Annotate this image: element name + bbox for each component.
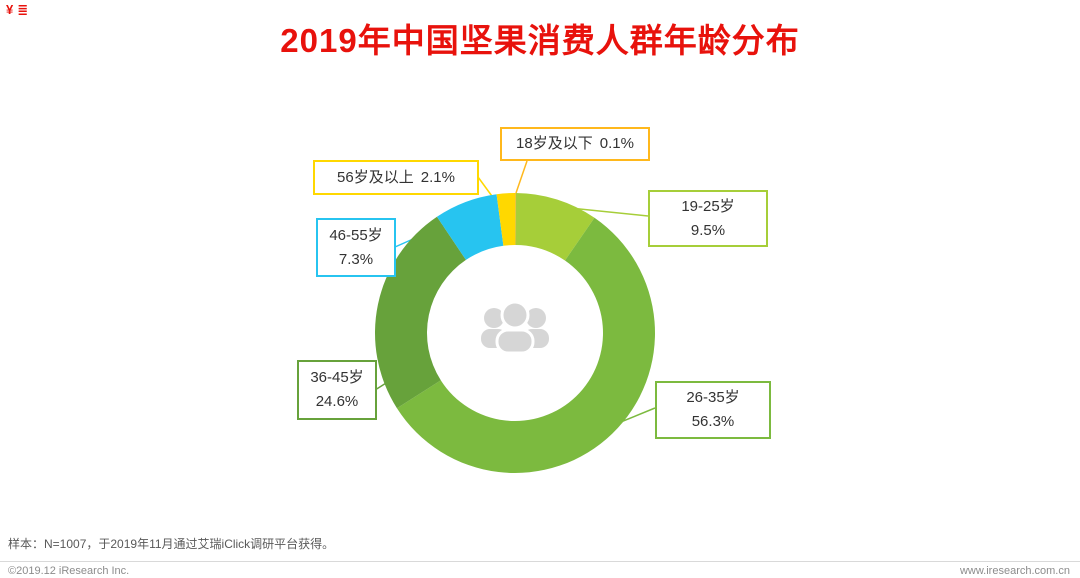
callout-19-25: 19-25岁 9.5% — [648, 190, 768, 247]
footer-divider — [0, 561, 1080, 562]
website-url: www.iresearch.com.cn — [959, 565, 1070, 577]
donut-segment-36-45岁 — [375, 216, 466, 409]
segment-label: 18岁及以下 — [516, 135, 593, 152]
callout-36-45: 36-45岁 24.6% — [297, 360, 377, 420]
segment-value: 0.1% — [599, 135, 634, 152]
segment-value: 9.5% — [690, 221, 726, 239]
donut-segment-18岁及以下 — [515, 193, 516, 246]
donut-segment-26-35岁 — [396, 217, 655, 474]
segment-value: 7.3% — [338, 250, 374, 268]
donut-segment-56岁及以上 — [496, 193, 515, 246]
segment-value: 2.1% — [420, 168, 455, 186]
segment-label: 56岁及以上 — [337, 168, 414, 186]
donut-segment-46-55岁 — [436, 194, 504, 260]
segment-label: 26-35岁 — [686, 389, 740, 406]
callout-under18: 18岁及以下 0.1% — [500, 127, 650, 161]
segment-label: 46-55岁 — [329, 226, 383, 244]
callout-line-19-25 — [569, 207, 649, 217]
callout-line-under18 — [515, 160, 528, 194]
segment-value: 56.3% — [691, 413, 735, 430]
donut-slices — [375, 193, 655, 474]
segment-label: 36-45岁 — [310, 369, 364, 386]
callout-26-35: 26-35岁 56.3% — [655, 381, 771, 439]
corner-decoration: ¥≣ — [6, 2, 32, 18]
sample-note: 样本：N=1007，于2019年11月通过艾瑞iClick调研平台获得。 — [8, 537, 335, 551]
callout-46-55: 46-55岁 7.3% — [316, 218, 396, 277]
page-title: 2019年中国坚果消费人群年龄分布 — [280, 22, 800, 59]
donut-chart — [374, 160, 656, 474]
yen-icon: ¥ — [6, 2, 18, 17]
callout-56plus: 56岁及以上 2.1% — [313, 160, 479, 195]
people-group-icon — [481, 300, 549, 355]
segment-label: 19-25岁 — [681, 197, 735, 215]
copyright-text: ©2019.12 iResearch Inc. — [8, 565, 130, 577]
list-icon: ≣ — [17, 2, 33, 17]
segment-value: 24.6% — [315, 393, 359, 410]
donut-segment-19-25岁 — [515, 193, 595, 261]
